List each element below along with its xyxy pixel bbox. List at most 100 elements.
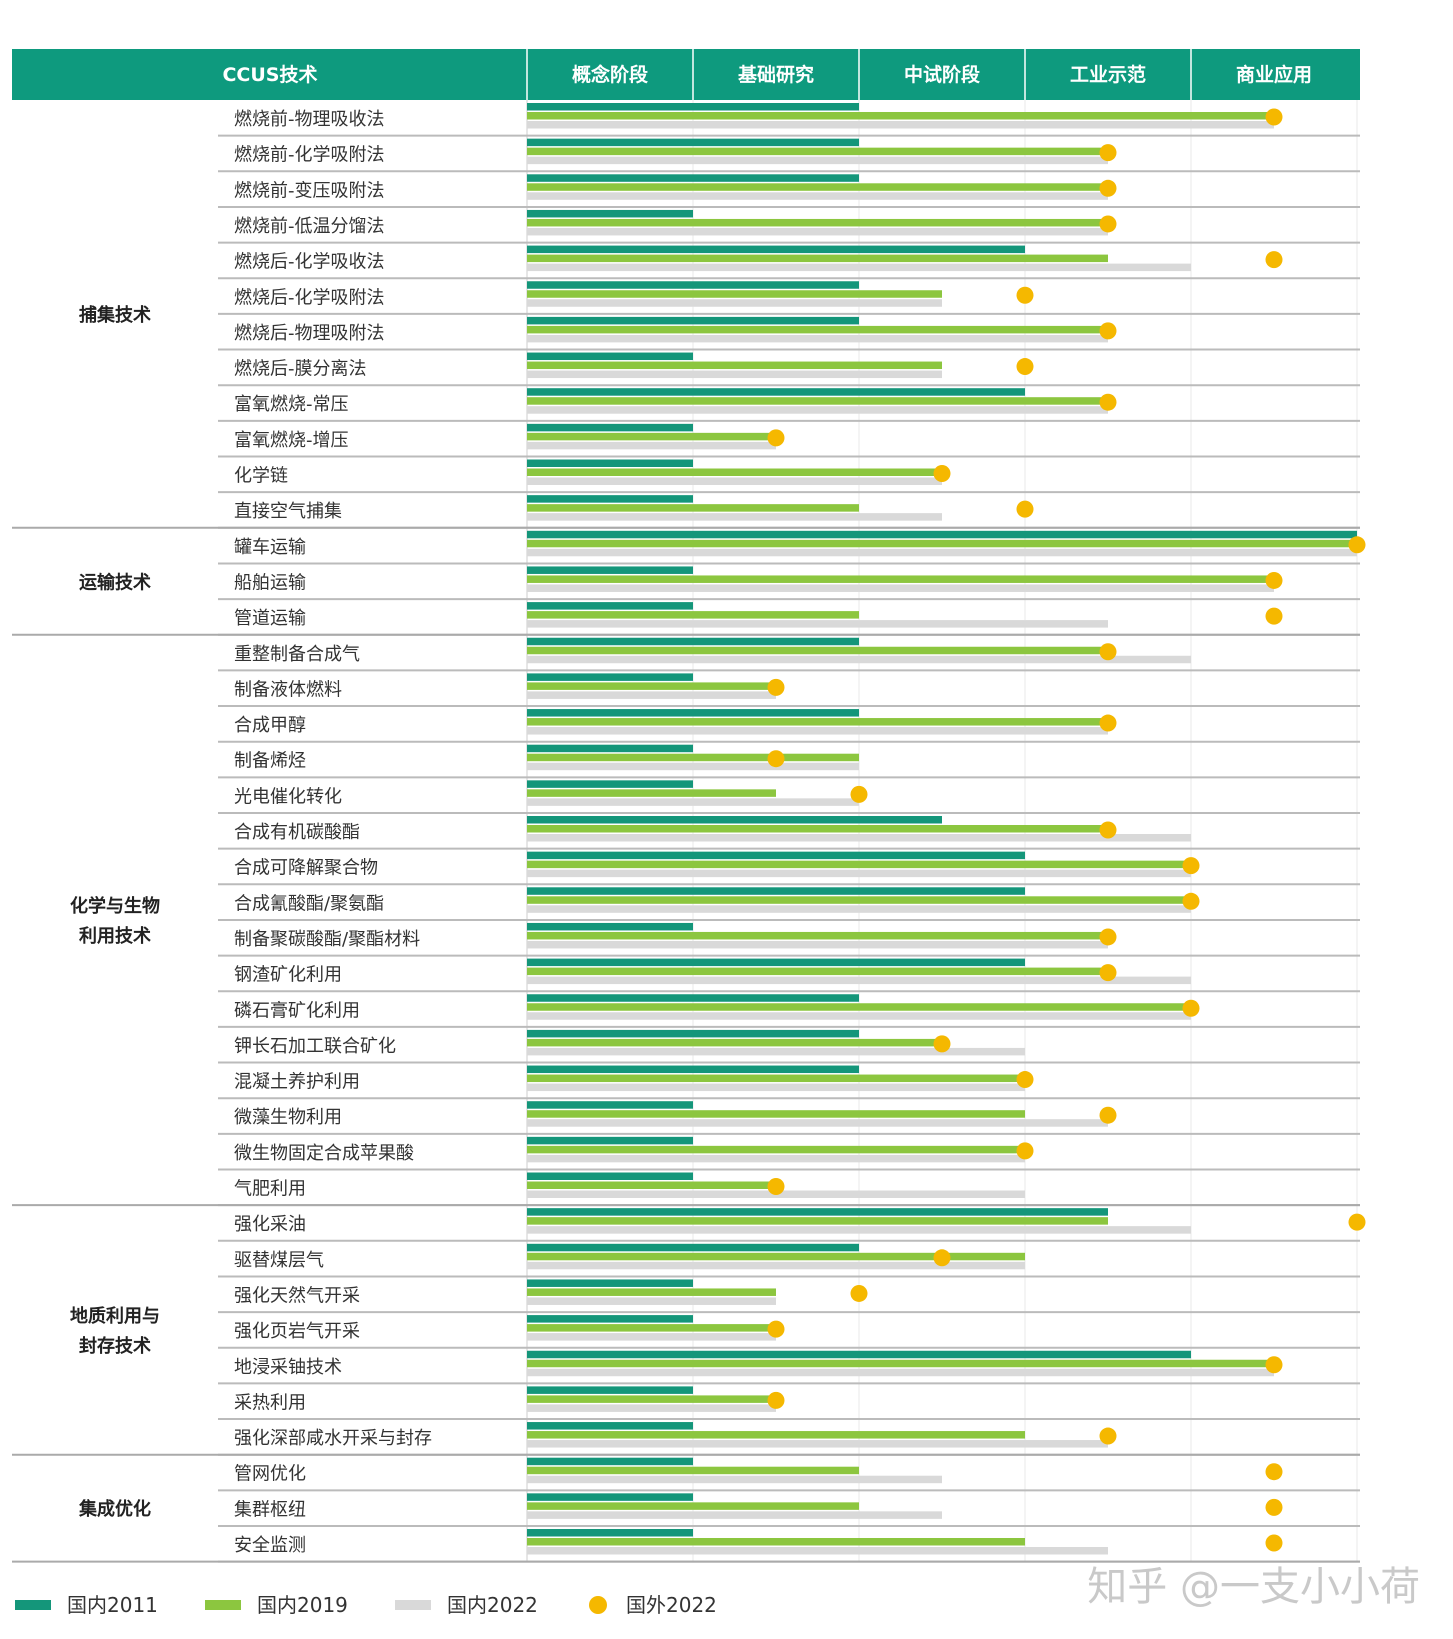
row-label: 驱替煤层气 [234,1250,324,1271]
bar-d2011 [527,1172,693,1180]
bar-d2019 [527,432,776,441]
legend-swatch-d2011 [15,1600,51,1610]
row-label: 管道运输 [234,608,306,629]
bar-d2019 [527,860,1191,869]
bar-d2022 [527,1119,1108,1127]
point-f2022 [1099,393,1117,411]
group-label: 集成优化 [78,1498,151,1520]
row-label: 合成有机碳酸酯 [234,822,360,843]
bar-d2019 [527,361,942,370]
point-f2022 [1099,322,1117,340]
bar-d2019 [527,825,1108,833]
bar-d2022 [527,1012,1191,1020]
bar-d2011 [527,245,1025,254]
bar-d2022 [527,655,1191,664]
bar-d2019 [527,504,859,512]
bar-d2019 [527,112,1274,120]
bar-d2019 [527,682,776,690]
row-label: 船舶运输 [234,572,306,593]
row-label: 强化页岩气开采 [234,1321,360,1342]
point-f2022 [933,465,951,482]
bar-d2022 [527,477,942,485]
bar-d2019 [527,290,942,298]
row-label: 磷石膏矿化利用 [234,999,360,1021]
bar-d2019 [527,254,1108,263]
point-f2022 [1099,1427,1117,1445]
point-f2022 [1099,643,1117,661]
bar-d2011 [527,709,859,717]
legend-swatch-d2019 [205,1600,241,1610]
bar-d2011 [527,423,693,432]
bar-d2011 [527,1101,693,1109]
bar-d2022 [527,762,859,771]
point-f2022 [767,1391,785,1409]
row-label: 富氧燃烧-增压 [234,430,349,451]
bar-d2019 [527,1074,1025,1083]
bar-d2022 [527,1404,776,1412]
point-f2022 [933,1249,951,1267]
legend-swatch-f2022 [589,1596,607,1614]
row-label: 制备液体燃料 [234,679,342,700]
legend-label-d2019: 国内2019 [257,1593,348,1617]
bar-d2011 [527,530,1357,539]
point-f2022 [1265,108,1283,126]
bar-d2019 [527,1003,1191,1011]
bar-d2019 [527,967,1108,976]
bar-d2019 [527,1145,1025,1154]
row-label: 强化采油 [234,1214,306,1235]
point-f2022 [1016,286,1034,304]
row-label: 管网优化 [234,1464,306,1485]
row-label: 光电催化转化 [234,786,342,807]
bar-d2019 [527,147,1108,156]
row-label: 集群枢纽 [234,1499,306,1520]
bar-d2011 [527,459,693,467]
bar-d2022 [527,370,942,379]
row-label: 重整制备合成气 [234,644,360,665]
bar-d2019 [527,931,1108,940]
bar-d2019 [527,1324,776,1332]
bar-d2022 [527,976,1191,985]
row-label: 燃烧后-膜分离法 [234,359,367,380]
point-f2022 [1182,857,1200,875]
point-f2022 [1099,215,1117,233]
point-f2022 [1348,1213,1366,1231]
row-label: 微藻生物利用 [234,1107,342,1128]
bar-d2011 [527,1350,1191,1359]
point-f2022 [1182,892,1200,910]
bar-d2011 [527,281,859,289]
row-label: 钾长石加工联合矿化 [234,1036,396,1057]
bar-d2011 [527,851,1025,860]
bar-d2011 [527,958,1025,967]
bar-d2019 [527,183,1108,191]
bar-d2022 [527,869,1191,878]
header-stage-1: 概念阶段 [572,63,649,86]
group-label: 利用技术 [79,925,151,947]
bar-d2019 [527,1538,1025,1546]
row-label: 富氧燃烧-常压 [234,394,349,415]
legend-label-d2022: 国内2022 [447,1593,538,1617]
bar-d2011 [527,352,693,361]
bar-d2019 [527,1502,859,1510]
bar-d2022 [527,1154,1025,1163]
bar-d2019 [527,1288,776,1296]
row-label: 地浸采铀技术 [234,1357,342,1378]
header-stage-4: 工业示范 [1070,63,1146,86]
bar-d2011 [527,637,859,646]
header-stage-2: 基础研究 [737,63,814,86]
row-label: 安全监测 [234,1535,306,1556]
row-label: 燃烧前-低温分馏法 [234,216,385,237]
bar-d2011 [527,103,859,111]
row-label: 强化天然气开采 [234,1285,360,1306]
header-category-column: CCUS技术 [222,63,317,86]
point-f2022 [1265,1498,1283,1516]
bar-d2022 [527,441,776,450]
point-f2022 [1265,1356,1283,1374]
bar-d2022 [527,513,942,521]
bar-d2022 [527,584,1274,592]
point-f2022 [1099,1106,1117,1124]
bar-d2022 [527,192,1108,200]
row-label: 强化深部咸水开采与封存 [234,1428,432,1449]
row-label: 燃烧前-化学吸附法 [234,145,385,166]
point-f2022 [1348,536,1366,554]
